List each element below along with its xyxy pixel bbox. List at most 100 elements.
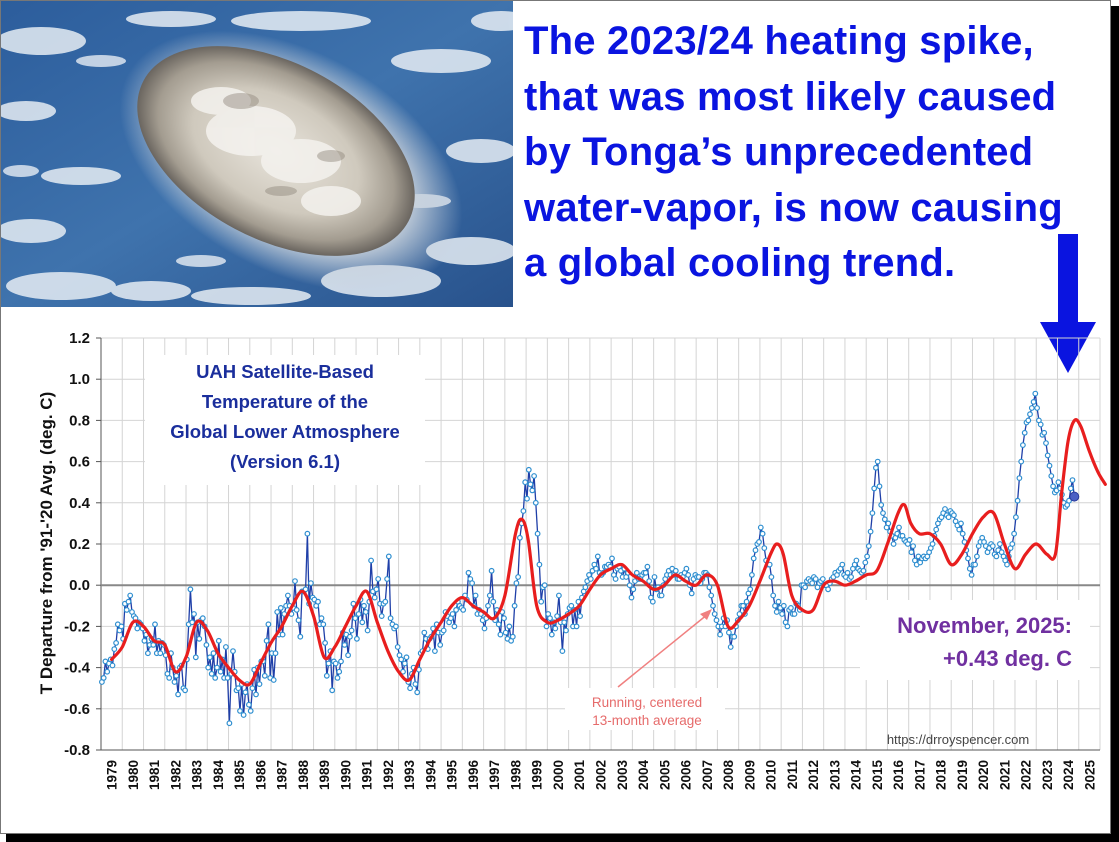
- x-tick-label: 2019: [955, 760, 970, 790]
- x-tick-label: 1979: [105, 760, 120, 790]
- monthly-data-point: [752, 547, 759, 554]
- monthly-data-point: [354, 635, 360, 642]
- x-tick-label: 2005: [657, 760, 672, 791]
- monthly-data-point: [511, 602, 518, 609]
- monthly-data-point: [293, 607, 300, 613]
- monthly-data-point: [945, 514, 952, 521]
- x-tick-label: 1987: [275, 760, 290, 790]
- monthly-data-point: [547, 615, 553, 622]
- x-tick-label: 2018: [934, 760, 949, 791]
- monthly-data-point: [974, 553, 980, 560]
- monthly-data-point: [876, 483, 883, 490]
- monthly-data-point: [277, 605, 284, 611]
- monthly-data-point: [527, 481, 534, 488]
- monthly-data-point: [541, 582, 548, 589]
- monthly-data-point: [192, 654, 199, 661]
- monthly-data-point: [150, 642, 157, 648]
- monthly-data-point: [812, 576, 819, 582]
- monthly-data-point: [253, 691, 259, 698]
- monthly-data-point: [770, 592, 777, 599]
- monthly-data-point: [1041, 429, 1048, 436]
- monthly-data-point: [125, 598, 132, 605]
- monthly-data-point: [371, 594, 378, 601]
- monthly-data-point: [966, 565, 973, 572]
- monthly-data-point: [1066, 497, 1072, 504]
- monthly-data-point: [706, 584, 713, 591]
- x-tick-label: 2024: [1061, 760, 1076, 791]
- down-arrow-icon: [1040, 234, 1096, 373]
- monthly-data-point: [972, 561, 978, 568]
- monthly-data-point: [1044, 452, 1051, 459]
- monthly-data-point: [713, 617, 720, 624]
- x-tick-labels: 1979 1980 1981 1982 1983 1984 1985 1986 1987 1988…: [105, 760, 1098, 791]
- monthly-data-point: [582, 584, 589, 591]
- x-tick-label: 2023: [1040, 760, 1055, 791]
- monthly-data-point: [750, 555, 757, 562]
- x-tick-label: 2006: [679, 760, 694, 791]
- monthly-data-point: [205, 664, 212, 671]
- monthly-data-point: [111, 646, 118, 652]
- y-tick-label: 0.0: [69, 577, 90, 594]
- monthly-data-point: [880, 510, 886, 516]
- x-tick-label: 2010: [764, 760, 779, 790]
- monthly-data-point: [862, 559, 869, 566]
- monthly-data-point: [1050, 483, 1056, 490]
- annotation-line-1: Running, centered: [592, 695, 702, 710]
- monthly-data-point: [222, 644, 229, 650]
- monthly-data-point: [649, 598, 656, 605]
- monthly-data-point: [1069, 477, 1076, 484]
- monthly-data-point: [688, 590, 695, 597]
- monthly-data-point: [393, 623, 399, 630]
- monthly-data-point: [672, 567, 679, 574]
- monthly-data-point: [230, 648, 236, 654]
- monthly-data-point: [144, 650, 151, 657]
- monthly-data-point: [134, 625, 141, 632]
- x-tick-label: 2015: [870, 760, 885, 791]
- monthly-data-point: [187, 586, 194, 593]
- monthly-data-point: [630, 586, 637, 593]
- monthly-data-point: [322, 640, 329, 646]
- monthly-data-point: [465, 569, 472, 576]
- monthly-data-point: [1004, 561, 1010, 568]
- monthly-data-point: [320, 621, 327, 628]
- monthly-data-point: [432, 648, 438, 654]
- monthly-data-point: [334, 675, 341, 681]
- monthly-data-point: [775, 598, 782, 605]
- x-tick-label: 1990: [338, 760, 353, 790]
- monthly-data-point: [214, 664, 220, 671]
- monthly-data-point: [323, 672, 330, 679]
- monthly-data-point: [525, 466, 532, 473]
- x-tick-label: 2022: [1019, 760, 1034, 790]
- x-tick-label: 1996: [466, 760, 481, 791]
- credit-url: https://drroyspencer.com: [887, 732, 1029, 747]
- monthly-data-point: [552, 625, 559, 632]
- y-tick-label: -0.4: [64, 660, 91, 677]
- monthly-data-point: [382, 598, 389, 605]
- headline-line-1: The 2023/24 heating spike,: [524, 19, 1034, 63]
- monthly-data-point: [933, 526, 940, 533]
- monthly-data-point: [1048, 473, 1055, 479]
- monthly-data-point: [867, 528, 874, 535]
- x-tick-label: 1989: [317, 760, 332, 790]
- monthly-data-point: [642, 569, 649, 576]
- annotation-arrow-head-icon: [700, 609, 712, 620]
- monthly-data-point: [628, 594, 635, 601]
- monthly-data-point: [1016, 475, 1023, 482]
- monthly-data-point: [495, 621, 502, 628]
- monthly-data-point: [871, 485, 878, 492]
- monthly-data-point: [513, 580, 520, 586]
- monthly-data-point: [587, 576, 594, 582]
- monthly-data-point: [368, 557, 375, 564]
- monthly-data-point: [292, 578, 298, 584]
- monthly-data-point: [524, 495, 530, 502]
- monthly-data-point: [502, 629, 509, 636]
- monthly-data-point: [398, 656, 405, 663]
- monthly-data-point: [906, 537, 913, 543]
- monthly-data-point: [740, 602, 746, 609]
- monthly-data-point: [761, 545, 768, 551]
- monthly-data-point: [274, 609, 281, 615]
- monthly-data-point: [509, 633, 516, 640]
- monthly-data-point: [768, 574, 775, 580]
- monthly-data-point: [563, 627, 569, 634]
- monthly-data-point: [247, 708, 254, 714]
